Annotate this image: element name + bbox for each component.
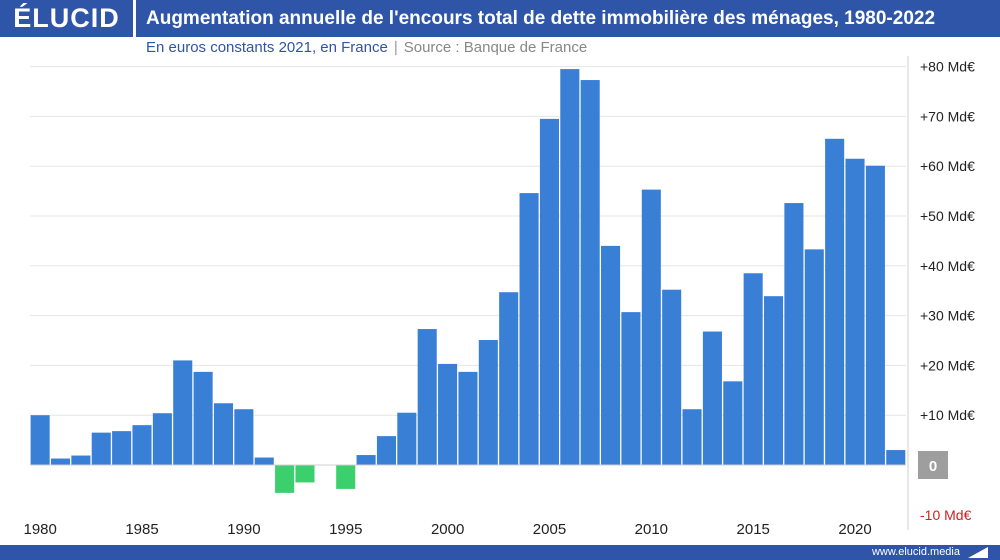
bar-2015 [743, 273, 763, 465]
bar-2020 [845, 158, 865, 466]
header-bar: ÉLUCID Augmentation annuelle de l'encour… [0, 0, 1000, 37]
xtick-label-2000: 2000 [431, 521, 464, 538]
bar-1997 [376, 436, 396, 465]
zero-label-box [918, 451, 948, 479]
bar-1987 [173, 360, 193, 465]
bar-1984 [112, 431, 132, 465]
bar-1999 [417, 329, 437, 465]
bar-2006 [560, 69, 580, 465]
ytick-label-30: +30 Md€ [920, 308, 975, 324]
bar-2022 [886, 450, 906, 465]
bar-1985 [132, 425, 152, 465]
bar-2021 [865, 165, 885, 465]
logo-divider [133, 0, 136, 37]
xtick-label-2015: 2015 [737, 521, 770, 538]
xtick-label-2010: 2010 [635, 521, 668, 538]
bar-2008 [601, 245, 621, 465]
bar-1986 [152, 413, 172, 465]
ytick-label-40: +40 Md€ [920, 258, 975, 274]
bar-2004 [519, 193, 539, 466]
chart-subtitle: En euros constants 2021, en France | Sourc… [146, 38, 587, 58]
bar-1996 [356, 455, 376, 465]
bar-2018 [804, 249, 824, 465]
bar-1983 [91, 432, 111, 465]
bar-1993 [295, 465, 315, 483]
ytick-label-70: +70 Md€ [920, 108, 975, 124]
xtick-label-1990: 1990 [227, 521, 260, 538]
ytick-label-50: +50 Md€ [920, 208, 975, 224]
bar-1990 [234, 409, 254, 465]
bar-1988 [193, 371, 213, 465]
bar-2016 [763, 296, 784, 465]
bar-1981 [50, 458, 71, 465]
bar-2002 [478, 340, 498, 465]
ytick-label-10: +10 Md€ [920, 407, 975, 423]
subtitle-separator: | [393, 39, 398, 56]
subtitle-units: En euros constants 2021, en France [146, 39, 388, 56]
ytick-label-20: +20 Md€ [920, 357, 975, 373]
bar-1980 [30, 415, 50, 465]
bar-chart: +80 Md€ +70 Md€ +60 Md€ +50 Md€ +40 Md€ +30 M… [23, 56, 975, 538]
xtick-label-2020: 2020 [838, 521, 871, 538]
bar-1992 [275, 465, 295, 493]
bar-1998 [397, 412, 417, 465]
bar-2001 [458, 371, 478, 465]
chart-title: Augmentation annuelle de l'encours total… [146, 8, 936, 29]
bar-2003 [499, 292, 519, 465]
bar-1995 [336, 465, 356, 489]
bar-2000 [438, 363, 458, 465]
bar-2014 [723, 381, 743, 465]
ytick-label-0: 0 [929, 458, 937, 475]
bar-2017 [784, 203, 804, 465]
xtick-label-1980: 1980 [23, 521, 56, 538]
ytick-label-neg-10: -10 Md€ [920, 507, 972, 523]
bar-2007 [580, 80, 600, 466]
footer-bar: www.elucid.media [0, 545, 1000, 560]
bar-2005 [539, 118, 559, 465]
ytick-label-80: +80 Md€ [920, 59, 975, 75]
elucid-logo: ÉLUCID [13, 3, 120, 33]
bar-2011 [662, 289, 682, 465]
bar-1989 [213, 403, 234, 465]
bar-2012 [682, 409, 702, 465]
bar-2013 [702, 331, 722, 465]
footer-arrow-icon [968, 547, 988, 558]
bar-1991 [254, 457, 274, 465]
xtick-label-1995: 1995 [329, 521, 362, 538]
xtick-label-1985: 1985 [125, 521, 158, 538]
ytick-label-60: +60 Md€ [920, 158, 975, 174]
footer-url[interactable]: www.elucid.media [871, 546, 960, 558]
bar-2009 [621, 312, 641, 465]
bar-2019 [825, 138, 845, 465]
bar-1982 [71, 455, 91, 465]
subtitle-source: Source : Banque de France [403, 39, 588, 56]
bar-2010 [641, 189, 661, 465]
xtick-label-2005: 2005 [533, 521, 566, 538]
